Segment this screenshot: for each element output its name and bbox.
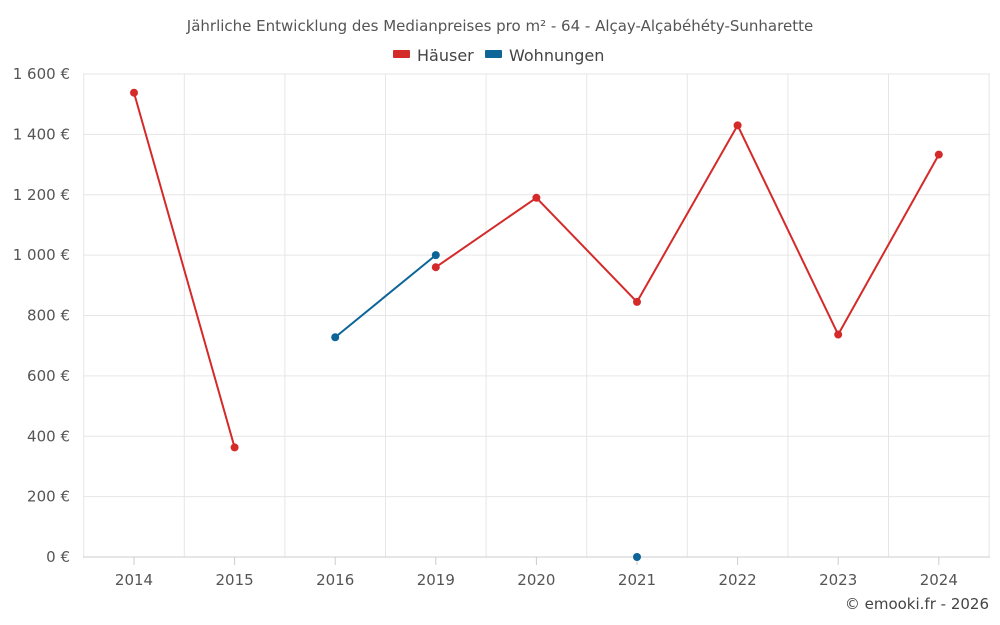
x-axis: 2014 2015 2016 2019 2020 2021 2022 2023 2024 — [83, 556, 990, 589]
data-point-haeuser[interactable] — [733, 121, 742, 130]
series-haeuser — [130, 88, 943, 452]
y-tick-label: 1 600 € — [13, 65, 70, 83]
data-point-wohnungen[interactable] — [633, 553, 641, 561]
series-line-haeuser — [434, 124, 940, 336]
data-point-haeuser[interactable] — [230, 443, 239, 452]
x-tick-label: 2021 — [618, 571, 656, 589]
data-point-haeuser[interactable] — [532, 193, 541, 202]
x-tick-label: 2022 — [719, 571, 757, 589]
x-tick-label: 2016 — [316, 571, 354, 589]
data-point-wohnungen[interactable] — [331, 333, 340, 342]
data-point-haeuser[interactable] — [633, 297, 641, 306]
legend-swatch-wohnungen — [485, 50, 502, 58]
grid — [83, 73, 990, 557]
y-tick-label: 200 € — [27, 488, 70, 506]
legend-label-wohnungen: Wohnungen — [509, 46, 604, 65]
data-point-haeuser[interactable] — [431, 263, 440, 272]
y-tick-label: 600 € — [27, 367, 70, 385]
series-wohnungen — [331, 251, 641, 561]
series-layer — [130, 88, 943, 561]
y-tick-label: 400 € — [27, 427, 70, 445]
x-tick-label: 2019 — [417, 571, 455, 589]
x-tick-label: 2015 — [216, 571, 254, 589]
x-tick-label: 2020 — [517, 571, 555, 589]
data-point-wohnungen[interactable] — [431, 251, 440, 260]
data-point-haeuser[interactable] — [130, 88, 138, 97]
legend-label-haeuser: Häuser — [417, 46, 474, 65]
y-tick-label: 1 200 € — [13, 186, 70, 204]
data-point-haeuser[interactable] — [934, 150, 943, 159]
x-tick-label: 2023 — [819, 571, 857, 589]
legend-swatch-haeuser — [393, 50, 410, 58]
series-line-wohnungen — [334, 254, 437, 339]
credit-text: © emooki.fr - 2026 — [845, 595, 989, 613]
legend: Häuser Wohnungen — [393, 46, 604, 65]
x-tick-label: 2014 — [115, 571, 153, 589]
chart-title: Jährliche Entwicklung des Medianpreises … — [186, 17, 813, 35]
series-line-haeuser — [133, 91, 236, 449]
y-axis: 0 € 200 € 400 € 600 € 800 € 1 000 € 1 200 € 1 4… — [13, 65, 70, 566]
x-tick-label: 2024 — [920, 571, 958, 589]
y-tick-label: 0 € — [46, 548, 70, 566]
data-point-haeuser[interactable] — [834, 330, 843, 339]
y-tick-label: 1 000 € — [13, 246, 70, 264]
y-tick-label: 800 € — [27, 307, 70, 325]
y-tick-label: 1 400 € — [13, 125, 70, 143]
